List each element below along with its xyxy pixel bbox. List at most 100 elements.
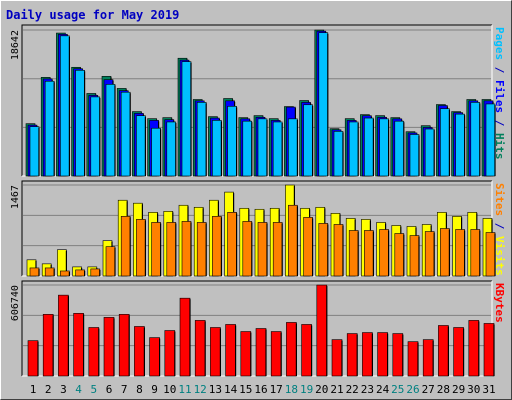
bar-face — [379, 229, 389, 277]
bar — [29, 267, 40, 277]
x-tick-label: 1 — [30, 383, 37, 396]
bar-face — [29, 126, 40, 177]
bar-face — [29, 267, 40, 277]
bar-face — [379, 118, 389, 177]
bar — [151, 127, 162, 177]
bar-face — [468, 320, 480, 377]
bar — [364, 230, 374, 277]
bar-face — [242, 120, 253, 177]
bar — [75, 69, 86, 177]
bar — [240, 331, 252, 377]
bar-face — [181, 61, 192, 177]
bar — [468, 320, 480, 377]
legend: Sites / Visits — [493, 183, 506, 276]
bar — [105, 84, 116, 177]
bar — [60, 270, 71, 277]
bar-face — [272, 121, 283, 177]
bar — [73, 313, 85, 377]
bar-face — [242, 221, 253, 277]
bar-face — [346, 333, 358, 377]
bar-face — [286, 322, 297, 377]
bar — [379, 118, 390, 177]
legend: KBytes — [493, 283, 506, 323]
bar — [422, 339, 434, 377]
x-tick-label: 4 — [75, 383, 82, 396]
bar-face — [105, 84, 116, 177]
bar-face — [257, 222, 268, 277]
bar-face — [409, 134, 420, 177]
bar-face — [440, 108, 450, 177]
legend-entry: Visits — [493, 236, 506, 276]
bar — [75, 269, 86, 277]
bar-face — [75, 269, 85, 277]
bar — [227, 212, 238, 277]
bar-face — [394, 233, 405, 277]
x-tick-label: 19 — [300, 383, 313, 396]
bar — [90, 268, 101, 277]
bar-face — [27, 340, 39, 377]
x-tick-label: 10 — [163, 383, 176, 396]
bar-face — [120, 216, 131, 277]
x-tick-label: 12 — [194, 383, 207, 396]
bar — [364, 117, 374, 177]
x-tick-label: 13 — [209, 383, 222, 396]
bar-face — [255, 328, 267, 377]
legend-separator: / — [493, 60, 506, 80]
bar — [470, 229, 481, 277]
plot-border — [21, 180, 492, 276]
bar — [166, 222, 177, 277]
bar-face — [196, 102, 207, 177]
bar-face — [409, 235, 420, 277]
bar-face — [364, 230, 374, 277]
bar-face — [288, 204, 298, 277]
x-tick-label: 6 — [106, 383, 113, 396]
bar — [225, 324, 237, 377]
bar-face — [60, 35, 70, 177]
bar-face — [288, 118, 298, 177]
x-tick-label: 2 — [45, 383, 52, 396]
legend-entry: Files — [493, 80, 506, 113]
bar-face — [455, 229, 465, 277]
bar-face — [272, 222, 283, 277]
bar-face — [422, 339, 434, 377]
bar-face — [210, 327, 221, 377]
bar — [333, 224, 344, 277]
bar — [44, 80, 55, 177]
bar-face — [212, 120, 222, 177]
legend-separator: / — [493, 216, 506, 236]
bar — [242, 221, 253, 277]
bar — [196, 102, 207, 177]
bar-face — [44, 80, 55, 177]
bar — [394, 120, 405, 177]
bar — [318, 32, 329, 177]
bar-face — [179, 297, 191, 377]
bar — [348, 121, 359, 177]
bar — [346, 333, 358, 377]
bar — [409, 235, 420, 277]
bar-face — [424, 231, 435, 277]
bar — [166, 121, 177, 177]
bar — [440, 108, 450, 177]
bar — [27, 340, 39, 377]
bar-face — [470, 102, 481, 177]
bar — [407, 341, 419, 377]
bar-face — [301, 324, 312, 377]
bar — [149, 337, 161, 377]
legend-entry: Pages — [493, 27, 506, 60]
bar — [392, 333, 404, 377]
x-tick-label: 20 — [315, 383, 328, 396]
x-tick-label: 27 — [422, 383, 435, 396]
bar — [318, 223, 329, 277]
x-tick-label: 26 — [406, 383, 419, 396]
bar-face — [212, 216, 222, 277]
x-tick-label: 21 — [330, 383, 343, 396]
legend: Pages / Files / Hits — [493, 27, 506, 160]
bar — [272, 121, 283, 177]
plot-border — [21, 24, 492, 176]
bar — [136, 115, 146, 177]
bar — [164, 330, 176, 377]
bar-face — [58, 294, 69, 377]
